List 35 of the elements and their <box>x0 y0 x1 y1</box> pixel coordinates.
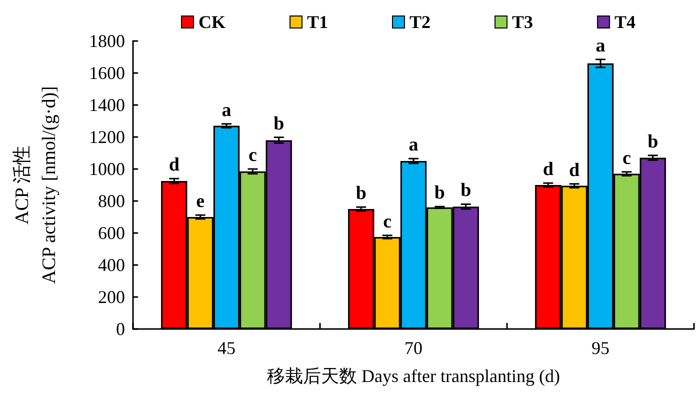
y-tick-label: 400 <box>98 255 125 275</box>
legend-label: T2 <box>410 12 431 32</box>
data-label: d <box>569 160 580 181</box>
y-axis-title: ACP 活性 ACP activity [nmol/(g·d)] <box>12 86 60 284</box>
data-label: a <box>596 35 606 56</box>
y-tick-label: 1600 <box>89 63 125 83</box>
y-tick-label: 1000 <box>89 159 125 179</box>
data-label: a <box>408 134 419 156</box>
x-axis-title: 移栽后天数 Days after transplanting (d) <box>267 366 560 386</box>
y-tick-label: 0 <box>116 319 125 339</box>
data-label: d <box>168 154 180 176</box>
data-label: b <box>460 180 472 202</box>
data-label: b <box>274 113 284 134</box>
y-tick-label: 800 <box>98 191 125 211</box>
x-tick-label: 45 <box>218 338 236 358</box>
data-label: a <box>222 100 232 121</box>
x-tick-label: 70 <box>404 338 422 358</box>
y-tick-label: 600 <box>98 223 125 243</box>
y-tick-label: 1200 <box>89 127 125 147</box>
data-label: b <box>434 182 445 204</box>
y-tick-label: 1800 <box>89 31 125 51</box>
legend-label: T1 <box>307 12 328 32</box>
y-tick-label: 200 <box>98 287 125 307</box>
data-label: c <box>383 211 392 232</box>
legend-label: T4 <box>614 12 636 32</box>
data-label: e <box>196 191 205 212</box>
legend-label: T3 <box>512 12 534 32</box>
data-label: b <box>648 131 658 152</box>
data-label: b <box>356 183 366 204</box>
data-label: d <box>542 159 554 180</box>
data-label: c <box>622 148 631 169</box>
data-label: c <box>248 145 257 166</box>
y-tick-label: 1400 <box>89 95 125 115</box>
legend-label: CK <box>198 12 226 32</box>
x-tick-label: 95 <box>592 338 610 358</box>
